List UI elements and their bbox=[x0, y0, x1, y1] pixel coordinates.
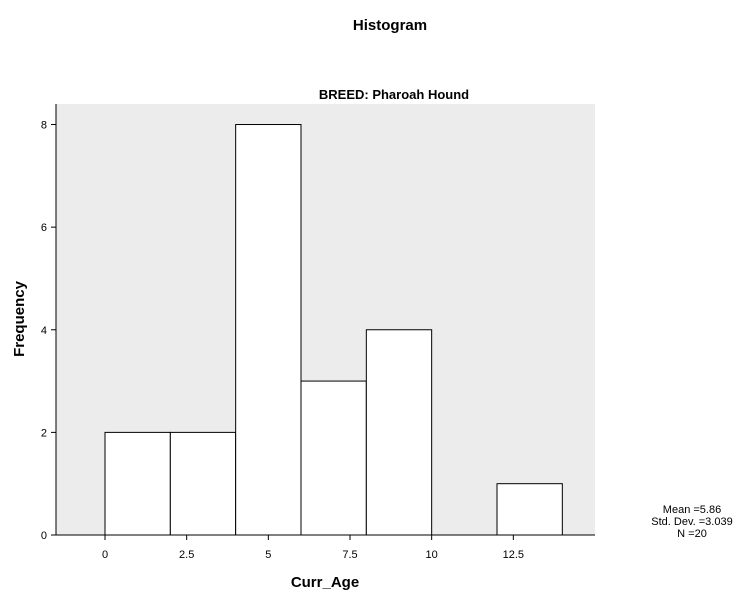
y-tick-label: 8 bbox=[41, 120, 47, 132]
x-tick-label: 10 bbox=[426, 549, 438, 561]
histogram-bar-3 bbox=[300, 380, 367, 536]
histogram-bar-2 bbox=[235, 124, 302, 536]
chart-title: Histogram bbox=[353, 17, 427, 34]
y-tick-label: 6 bbox=[41, 222, 47, 234]
x-tick-label: 5 bbox=[265, 549, 271, 561]
x-tick-label: 0 bbox=[102, 549, 108, 561]
histogram-bar-0 bbox=[104, 431, 171, 536]
y-axis-ticks: 0 2 4 6 8 bbox=[41, 120, 56, 542]
histogram-bar-1 bbox=[169, 431, 237, 536]
x-tick-label: 2.5 bbox=[179, 549, 194, 561]
chart-subtitle: BREED: Pharoah Hound bbox=[319, 87, 469, 102]
x-axis-label: Curr_Age bbox=[291, 574, 359, 591]
y-tick-label: 2 bbox=[41, 427, 47, 439]
x-tick-label: 7.5 bbox=[342, 549, 357, 561]
y-tick-label: 4 bbox=[41, 325, 47, 337]
y-axis-label: Frequency bbox=[11, 280, 28, 357]
x-axis-ticks: 0 2.5 5 7.5 10 12.5 bbox=[102, 535, 524, 561]
stats-n: N =20 bbox=[677, 528, 707, 540]
histogram-bar-4 bbox=[365, 329, 433, 536]
histogram-bar-6 bbox=[496, 483, 563, 536]
bars-layer bbox=[104, 124, 563, 536]
x-tick-label: 12.5 bbox=[503, 549, 524, 561]
stats-mean: Mean =5.86 bbox=[663, 504, 721, 516]
y-tick-label: 0 bbox=[41, 530, 47, 542]
stats-std-dev: Std. Dev. =3.039 bbox=[651, 516, 732, 528]
